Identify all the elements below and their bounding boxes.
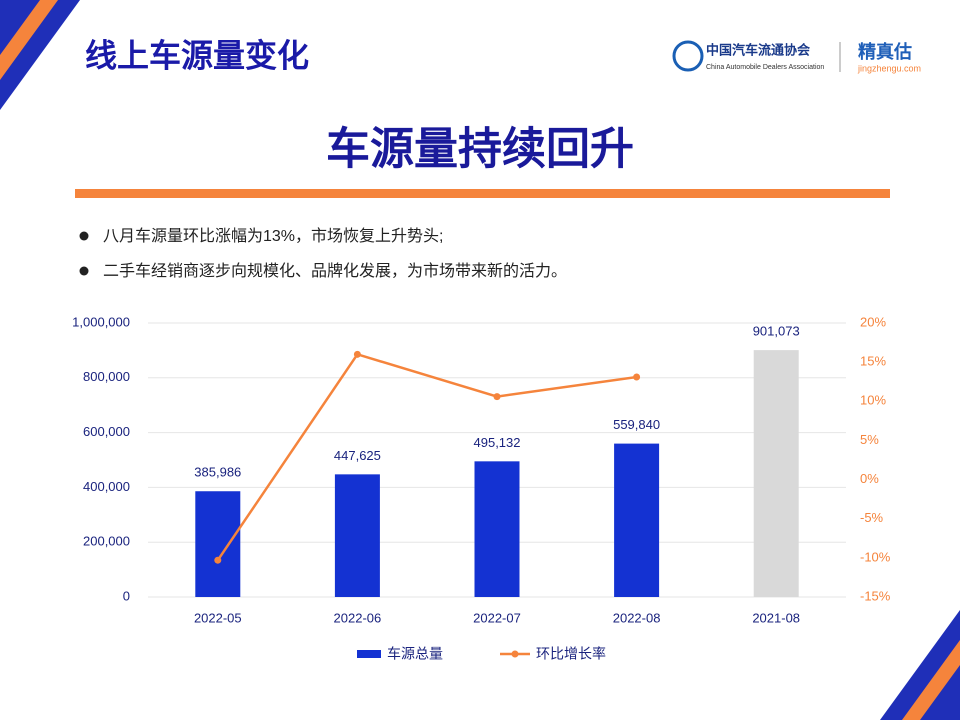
bullet-dot (79, 231, 89, 241)
y-tick-label: 200,000 (83, 534, 130, 549)
y2-tick-label: 5% (860, 432, 879, 447)
x-tick-label: 2021-08 (752, 610, 800, 625)
slide-title: 线上车源量变化 (85, 37, 309, 73)
x-tick-label: 2022-05 (194, 610, 242, 625)
y2-tick-label: 0% (860, 471, 879, 486)
y2-tick-label: 10% (860, 393, 886, 408)
value-label: 447,625 (334, 448, 381, 463)
y-tick-label: 0 (123, 588, 130, 603)
x-tick-label: 2022-06 (334, 610, 382, 625)
headline: 车源量持续回升 (326, 125, 634, 174)
value-label: 385,986 (194, 465, 241, 480)
bar (753, 350, 799, 597)
y-tick-label: 600,000 (83, 424, 130, 439)
jzg-url: jingzhengu.com (857, 63, 921, 73)
bar (614, 443, 660, 597)
bar (474, 461, 520, 597)
y-tick-label: 1,000,000 (72, 314, 130, 329)
corner-decor (0, 0, 58, 80)
cada-name: 中国汽车流通协会 (706, 42, 811, 57)
jzg-name: 精真估 (858, 41, 912, 62)
headline-underline (75, 189, 890, 198)
y-tick-label: 800,000 (83, 369, 130, 384)
value-label: 901,073 (753, 324, 800, 339)
y-tick-label: 400,000 (83, 479, 130, 494)
legend-swatch (511, 650, 519, 658)
value-label: 559,840 (613, 417, 660, 432)
y2-tick-label: -10% (860, 549, 891, 564)
bar (195, 491, 241, 597)
line-point (353, 350, 361, 358)
line (216, 352, 637, 561)
bullet-text: 八月车源量环比涨幅为13%，市场恢复上升势头; (103, 227, 443, 245)
legend-label: 环比增长率 (536, 646, 606, 662)
y2-tick-label: -5% (860, 510, 884, 525)
bullet-dot (79, 266, 89, 276)
line-point (214, 556, 222, 564)
y2-tick-label: 20% (860, 314, 886, 329)
legend-swatch (357, 650, 381, 658)
line-point (633, 373, 641, 381)
x-tick-label: 2022-08 (613, 610, 661, 625)
x-tick-label: 2022-07 (473, 610, 521, 625)
cada-logo (672, 40, 704, 72)
corner-decor (902, 640, 960, 720)
y2-tick-label: 15% (860, 354, 886, 369)
legend-label: 车源总量 (387, 646, 443, 662)
y2-tick-label: -15% (860, 588, 891, 603)
bar (334, 474, 380, 597)
value-label: 495,132 (474, 435, 521, 450)
chart: 0 200,000 400,000 600,000 800,000 1,000,000 -1… (72, 314, 891, 661)
cada-name-en: China Automobile Dealers Association (706, 64, 824, 71)
line-point (493, 393, 501, 401)
bullet-text: 二手车经销商逐步向规模化、品牌化发展，为市场带来新的活力。 (103, 262, 567, 280)
